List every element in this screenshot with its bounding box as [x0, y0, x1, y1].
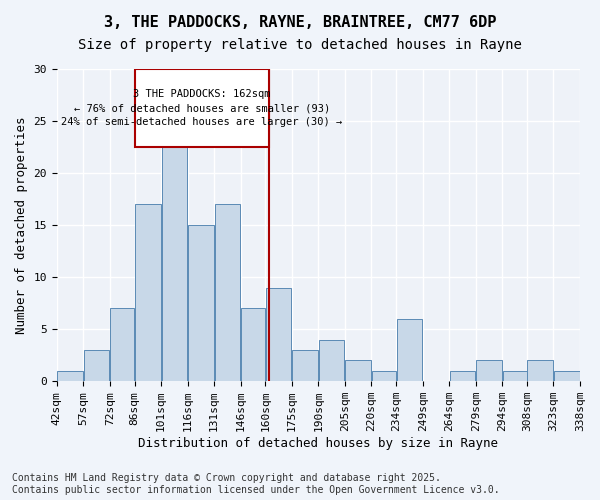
Bar	[84, 350, 109, 381]
Y-axis label: Number of detached properties: Number of detached properties	[15, 116, 28, 334]
Text: Size of property relative to detached houses in Rayne: Size of property relative to detached ho…	[78, 38, 522, 52]
Bar	[135, 204, 161, 381]
Bar	[476, 360, 502, 381]
X-axis label: Distribution of detached houses by size in Rayne: Distribution of detached houses by size …	[139, 437, 499, 450]
Bar	[266, 288, 292, 381]
Bar	[215, 204, 240, 381]
Bar	[449, 371, 475, 381]
Text: Contains HM Land Registry data © Crown copyright and database right 2025.
Contai: Contains HM Land Registry data © Crown c…	[12, 474, 500, 495]
Bar	[527, 360, 553, 381]
Bar	[503, 371, 527, 381]
Bar	[292, 350, 318, 381]
Bar	[110, 308, 134, 381]
Bar	[319, 340, 344, 381]
Bar	[397, 319, 422, 381]
Text: 3 THE PADDOCKS: 162sqm
← 76% of detached houses are smaller (93)
24% of semi-det: 3 THE PADDOCKS: 162sqm ← 76% of detached…	[61, 89, 343, 127]
Bar	[372, 371, 396, 381]
Bar	[346, 360, 371, 381]
Bar	[57, 371, 83, 381]
FancyBboxPatch shape	[134, 69, 269, 147]
Bar	[554, 371, 580, 381]
Bar	[241, 308, 265, 381]
Bar	[161, 121, 187, 381]
Bar	[188, 225, 214, 381]
Text: 3, THE PADDOCKS, RAYNE, BRAINTREE, CM77 6DP: 3, THE PADDOCKS, RAYNE, BRAINTREE, CM77 …	[104, 15, 496, 30]
